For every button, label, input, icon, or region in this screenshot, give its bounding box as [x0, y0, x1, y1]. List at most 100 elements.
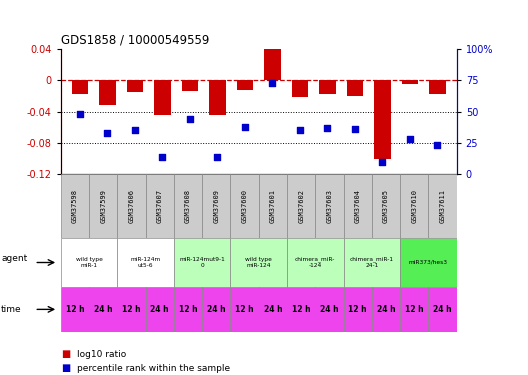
Text: miR-124mut9-1
0: miR-124mut9-1 0 — [180, 257, 225, 268]
Bar — [374, 80, 391, 159]
Text: 12 h: 12 h — [348, 305, 367, 314]
Text: 12 h: 12 h — [235, 305, 254, 314]
Text: 24 h: 24 h — [150, 305, 169, 314]
Text: GSM37605: GSM37605 — [383, 189, 389, 223]
Point — [378, 159, 386, 165]
Text: GSM37598: GSM37598 — [72, 189, 78, 223]
Bar — [344, 174, 372, 238]
Text: time: time — [1, 305, 22, 314]
Text: 24 h: 24 h — [207, 305, 225, 314]
Text: 24 h: 24 h — [376, 305, 395, 314]
Bar — [264, 49, 281, 80]
Bar — [287, 174, 315, 238]
Bar — [154, 80, 171, 115]
Bar — [315, 174, 344, 238]
Point — [323, 125, 332, 131]
Point — [213, 154, 222, 160]
Text: 12 h: 12 h — [405, 305, 423, 314]
Bar — [344, 287, 372, 332]
Point — [241, 124, 249, 130]
Bar — [400, 238, 457, 287]
Bar — [99, 80, 116, 105]
Text: GSM37603: GSM37603 — [326, 189, 333, 223]
Bar — [127, 80, 143, 92]
Text: GSM37601: GSM37601 — [270, 189, 276, 223]
Bar — [202, 287, 230, 332]
Bar — [429, 80, 446, 94]
Text: GSM37602: GSM37602 — [298, 189, 304, 223]
Bar — [61, 238, 117, 287]
Bar — [230, 174, 259, 238]
Bar — [182, 80, 198, 91]
Bar — [202, 174, 230, 238]
Point — [268, 80, 277, 86]
Bar — [347, 80, 363, 96]
Text: GSM37599: GSM37599 — [100, 189, 106, 223]
Text: chimera_miR-1
24-1: chimera_miR-1 24-1 — [350, 257, 394, 268]
Text: 24 h: 24 h — [263, 305, 282, 314]
Text: GSM37611: GSM37611 — [440, 189, 446, 223]
Bar — [230, 287, 259, 332]
Text: agent: agent — [1, 254, 27, 263]
Text: GSM37606: GSM37606 — [128, 189, 135, 223]
Text: 12 h: 12 h — [292, 305, 310, 314]
Bar — [230, 238, 287, 287]
Text: GSM37609: GSM37609 — [213, 189, 219, 223]
Point — [433, 142, 442, 148]
Text: wild type
miR-1: wild type miR-1 — [76, 257, 102, 268]
Bar — [61, 287, 89, 332]
Point — [131, 128, 139, 134]
Text: 12 h: 12 h — [178, 305, 197, 314]
Bar — [117, 174, 146, 238]
Bar — [259, 174, 287, 238]
Bar — [344, 238, 400, 287]
Bar — [400, 287, 428, 332]
Bar — [89, 287, 117, 332]
Bar — [315, 287, 344, 332]
Point — [103, 130, 112, 136]
Bar — [402, 80, 418, 84]
Bar — [287, 238, 344, 287]
Point — [186, 116, 194, 122]
Bar — [372, 174, 400, 238]
Text: percentile rank within the sample: percentile rank within the sample — [77, 364, 230, 373]
Text: 24 h: 24 h — [320, 305, 339, 314]
Bar — [209, 80, 225, 116]
Bar — [89, 174, 117, 238]
Bar — [372, 287, 400, 332]
Text: log10 ratio: log10 ratio — [77, 350, 126, 359]
Point — [158, 154, 167, 160]
Point — [406, 136, 414, 142]
Bar — [174, 287, 202, 332]
Bar — [400, 174, 428, 238]
Text: miR373/hes3: miR373/hes3 — [409, 260, 448, 265]
Text: 12 h: 12 h — [122, 305, 141, 314]
Text: GSM37607: GSM37607 — [157, 189, 163, 223]
Text: 24 h: 24 h — [94, 305, 112, 314]
Bar — [319, 80, 336, 94]
Text: GSM37608: GSM37608 — [185, 189, 191, 223]
Text: chimera_miR-
-124: chimera_miR- -124 — [295, 257, 335, 268]
Bar — [428, 287, 457, 332]
Text: GSM37610: GSM37610 — [411, 189, 417, 223]
Text: 24 h: 24 h — [433, 305, 452, 314]
Point — [351, 126, 359, 132]
Text: ■: ■ — [61, 363, 70, 373]
Bar — [117, 238, 174, 287]
Text: 12 h: 12 h — [65, 305, 84, 314]
Point — [296, 128, 304, 134]
Point — [76, 111, 84, 117]
Text: wild type
miR-124: wild type miR-124 — [246, 257, 272, 268]
Bar — [287, 287, 315, 332]
Bar — [174, 174, 202, 238]
Text: GSM37604: GSM37604 — [355, 189, 361, 223]
Text: ■: ■ — [61, 350, 70, 359]
Bar — [291, 80, 308, 98]
Text: GSM37600: GSM37600 — [242, 189, 248, 223]
Bar — [428, 174, 457, 238]
Bar — [174, 238, 230, 287]
Bar — [72, 80, 88, 94]
Text: GDS1858 / 10000549559: GDS1858 / 10000549559 — [61, 34, 209, 47]
Bar — [259, 287, 287, 332]
Bar — [146, 174, 174, 238]
